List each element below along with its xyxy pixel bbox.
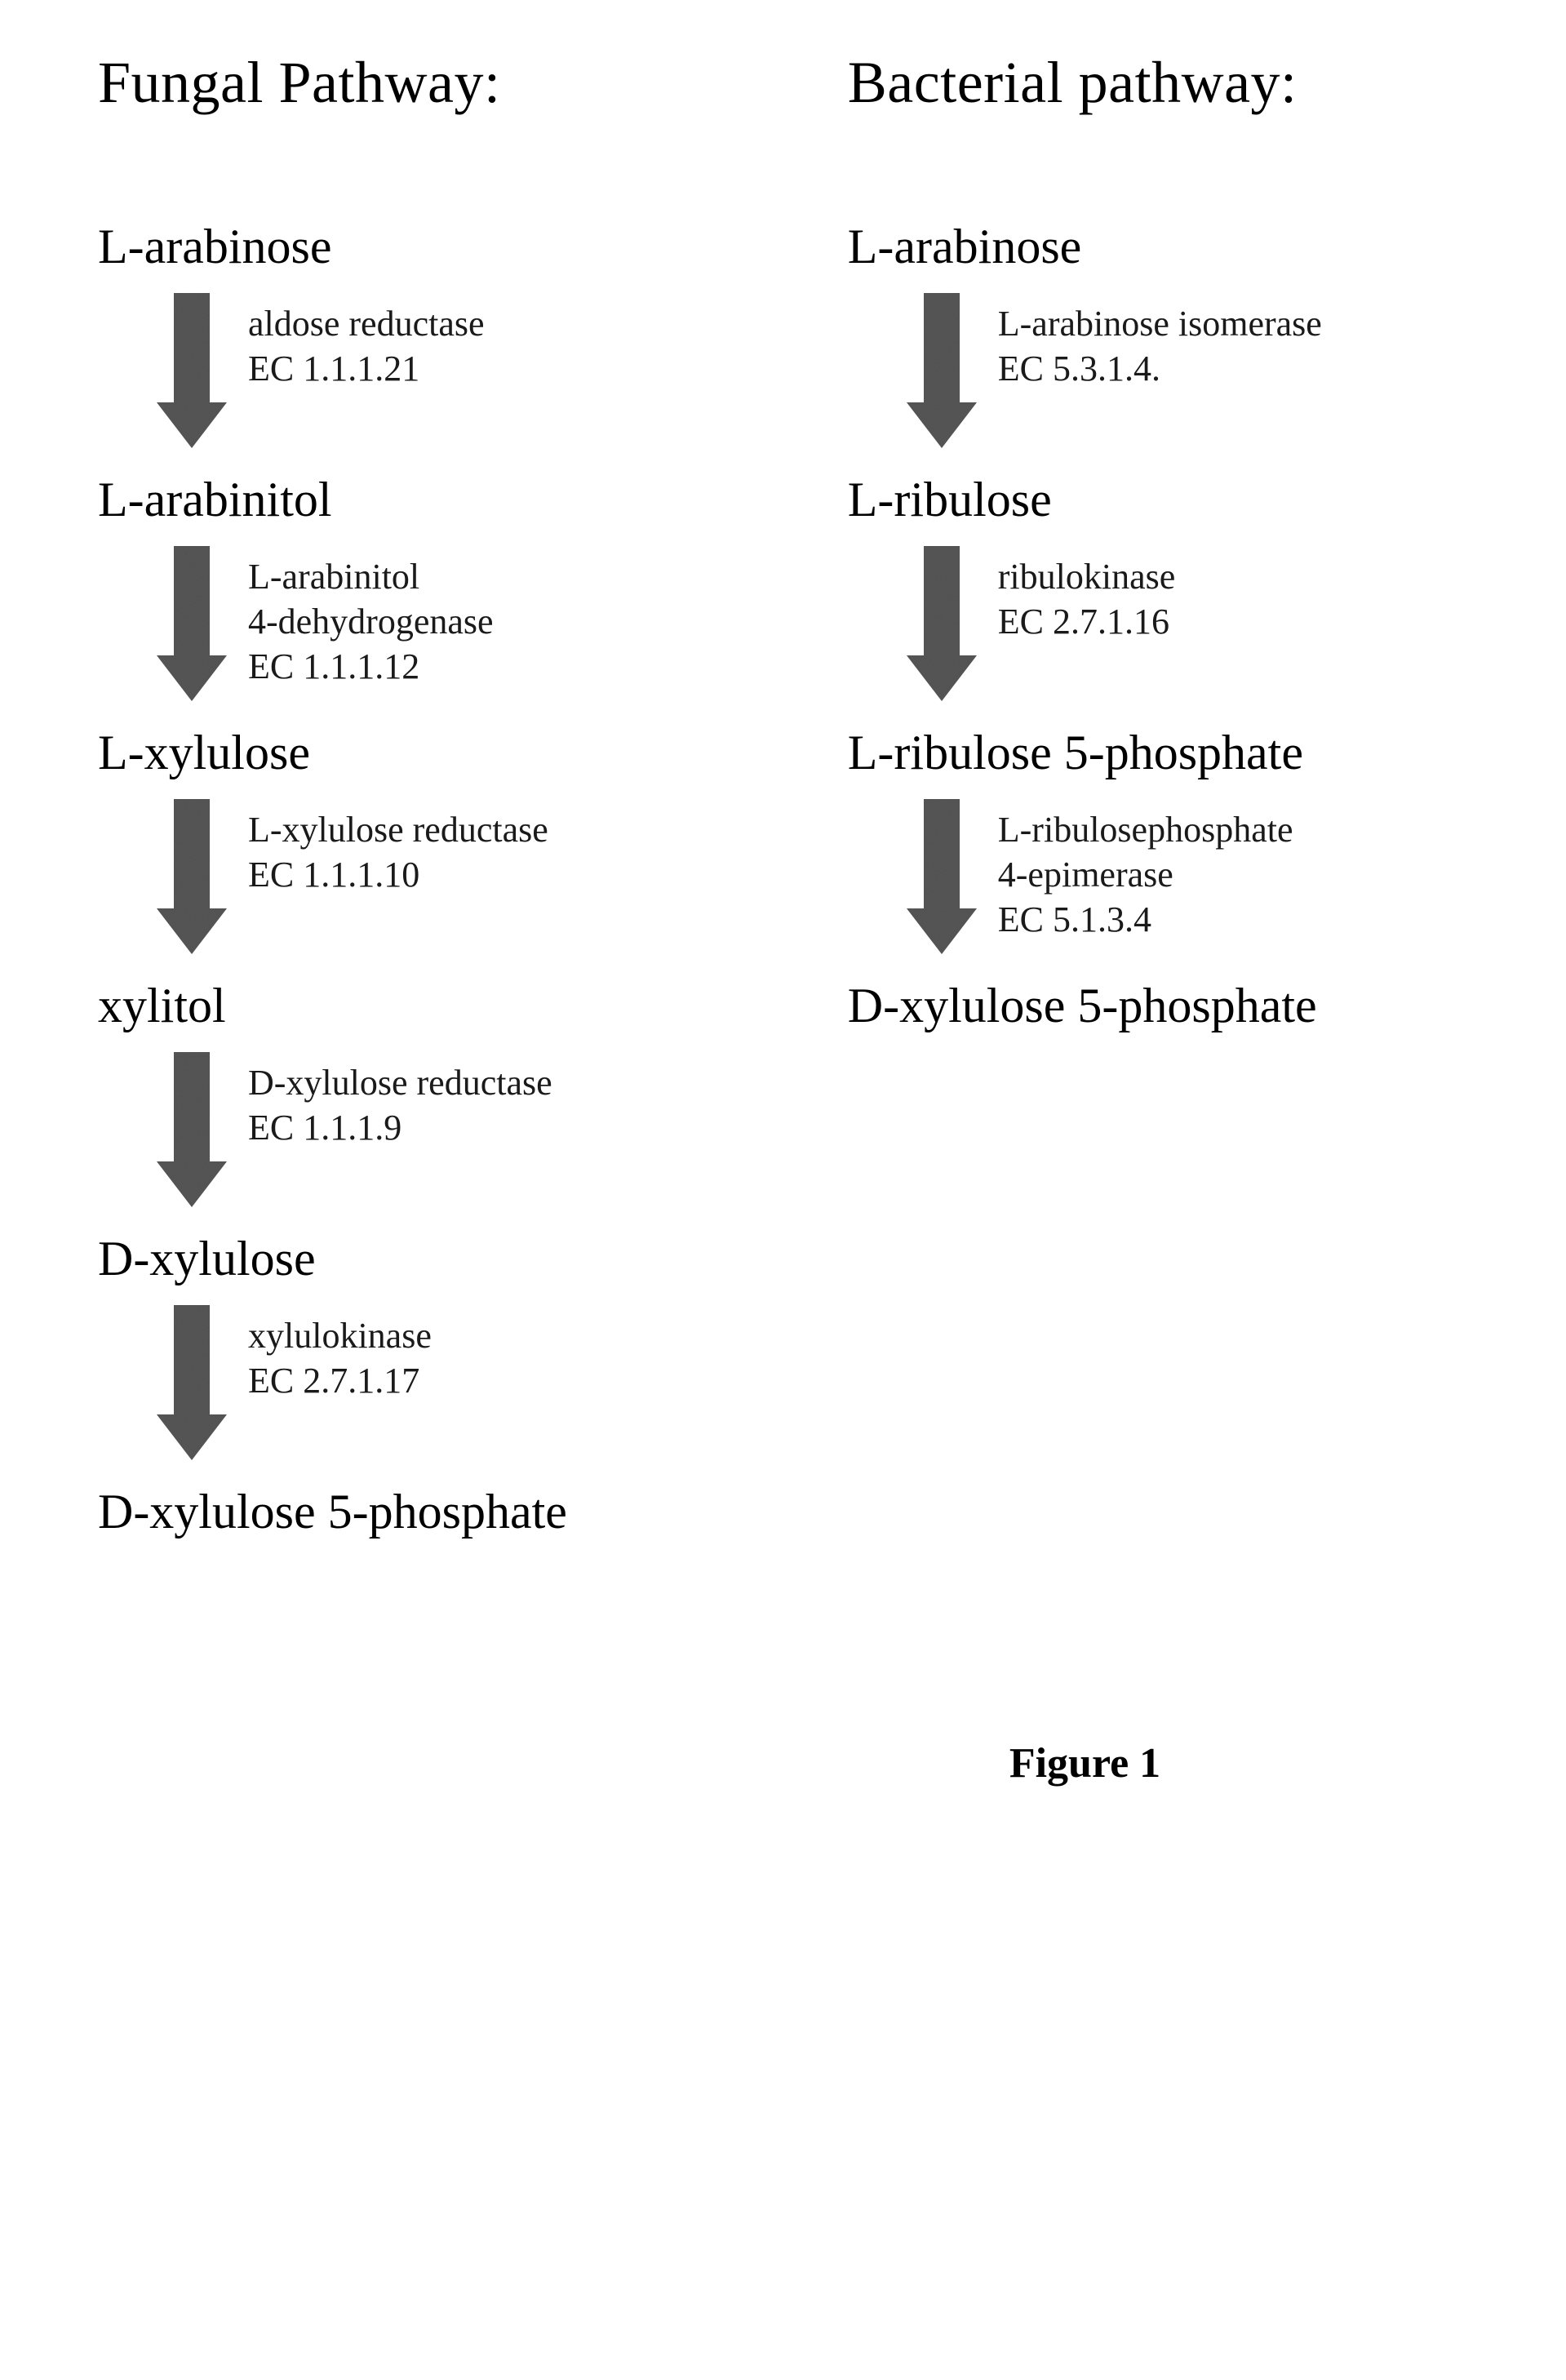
down-arrow-icon bbox=[155, 1305, 228, 1460]
metabolite: D-xylulose 5-phosphate bbox=[98, 1485, 799, 1539]
enzyme-line: EC 1.1.1.12 bbox=[248, 644, 494, 689]
figure-page: Fungal Pathway: L-arabinose aldose reduc… bbox=[0, 0, 1566, 1836]
bacterial-column: Bacterial pathway: L-arabinose L-arabino… bbox=[848, 49, 1501, 1543]
metabolite: L-ribulose bbox=[848, 473, 1501, 526]
reaction-step: L-xylulose reductase EC 1.1.1.10 bbox=[155, 799, 799, 954]
enzyme-line: D-xylulose reductase bbox=[248, 1060, 552, 1105]
enzyme-line: 4-epimerase bbox=[998, 852, 1293, 897]
metabolite: L-arabinose bbox=[848, 220, 1501, 273]
down-arrow-icon bbox=[905, 799, 978, 954]
down-arrow-icon bbox=[155, 799, 228, 954]
reaction-step: aldose reductase EC 1.1.1.21 bbox=[155, 293, 799, 448]
enzyme-label: D-xylulose reductase EC 1.1.1.9 bbox=[248, 1052, 552, 1150]
enzyme-line: EC 1.1.1.9 bbox=[248, 1105, 552, 1150]
metabolite: D-xylulose bbox=[98, 1232, 799, 1285]
reaction-step: L-arabinose isomerase EC 5.3.1.4. bbox=[905, 293, 1501, 448]
metabolite: L-arabinitol bbox=[98, 473, 799, 526]
enzyme-label: aldose reductase EC 1.1.1.21 bbox=[248, 293, 485, 391]
enzyme-label: L-arabinitol 4-dehydrogenase EC 1.1.1.12 bbox=[248, 546, 494, 689]
reaction-step: L-arabinitol 4-dehydrogenase EC 1.1.1.12 bbox=[155, 546, 799, 701]
enzyme-line: ribulokinase bbox=[998, 554, 1176, 599]
pathway-columns: Fungal Pathway: L-arabinose aldose reduc… bbox=[98, 49, 1501, 1543]
enzyme-line: 4-dehydrogenase bbox=[248, 599, 494, 644]
enzyme-line: aldose reductase bbox=[248, 301, 485, 346]
metabolite: xylitol bbox=[98, 979, 799, 1032]
reaction-step: D-xylulose reductase EC 1.1.1.9 bbox=[155, 1052, 799, 1207]
down-arrow-icon bbox=[155, 546, 228, 701]
metabolite: D-xylulose 5-phosphate bbox=[848, 979, 1501, 1032]
enzyme-line: EC 5.1.3.4 bbox=[998, 897, 1293, 942]
enzyme-line: L-arabinitol bbox=[248, 554, 494, 599]
enzyme-label: ribulokinase EC 2.7.1.16 bbox=[998, 546, 1176, 644]
metabolite: L-xylulose bbox=[98, 726, 799, 779]
enzyme-label: L-xylulose reductase EC 1.1.1.10 bbox=[248, 799, 548, 897]
enzyme-line: EC 2.7.1.16 bbox=[998, 599, 1176, 644]
enzyme-line: EC 2.7.1.17 bbox=[248, 1358, 432, 1403]
down-arrow-icon bbox=[155, 1052, 228, 1207]
figure-label: Figure 1 bbox=[669, 1739, 1501, 1787]
enzyme-line: L-ribulosephosphate bbox=[998, 807, 1293, 852]
enzyme-label: L-arabinose isomerase EC 5.3.1.4. bbox=[998, 293, 1322, 391]
enzyme-line: xylulokinase bbox=[248, 1313, 432, 1358]
down-arrow-icon bbox=[905, 293, 978, 448]
enzyme-line: EC 5.3.1.4. bbox=[998, 346, 1322, 391]
fungal-title: Fungal Pathway: bbox=[98, 49, 799, 117]
enzyme-line: EC 1.1.1.10 bbox=[248, 852, 548, 897]
down-arrow-icon bbox=[905, 546, 978, 701]
reaction-step: xylulokinase EC 2.7.1.17 bbox=[155, 1305, 799, 1460]
enzyme-line: EC 1.1.1.21 bbox=[248, 346, 485, 391]
reaction-step: L-ribulosephosphate 4-epimerase EC 5.1.3… bbox=[905, 799, 1501, 954]
fungal-column: Fungal Pathway: L-arabinose aldose reduc… bbox=[98, 49, 799, 1543]
enzyme-label: L-ribulosephosphate 4-epimerase EC 5.1.3… bbox=[998, 799, 1293, 942]
bacterial-title: Bacterial pathway: bbox=[848, 49, 1501, 117]
reaction-step: ribulokinase EC 2.7.1.16 bbox=[905, 546, 1501, 701]
down-arrow-icon bbox=[155, 293, 228, 448]
enzyme-line: L-xylulose reductase bbox=[248, 807, 548, 852]
enzyme-line: L-arabinose isomerase bbox=[998, 301, 1322, 346]
metabolite: L-arabinose bbox=[98, 220, 799, 273]
enzyme-label: xylulokinase EC 2.7.1.17 bbox=[248, 1305, 432, 1403]
metabolite: L-ribulose 5-phosphate bbox=[848, 726, 1501, 779]
